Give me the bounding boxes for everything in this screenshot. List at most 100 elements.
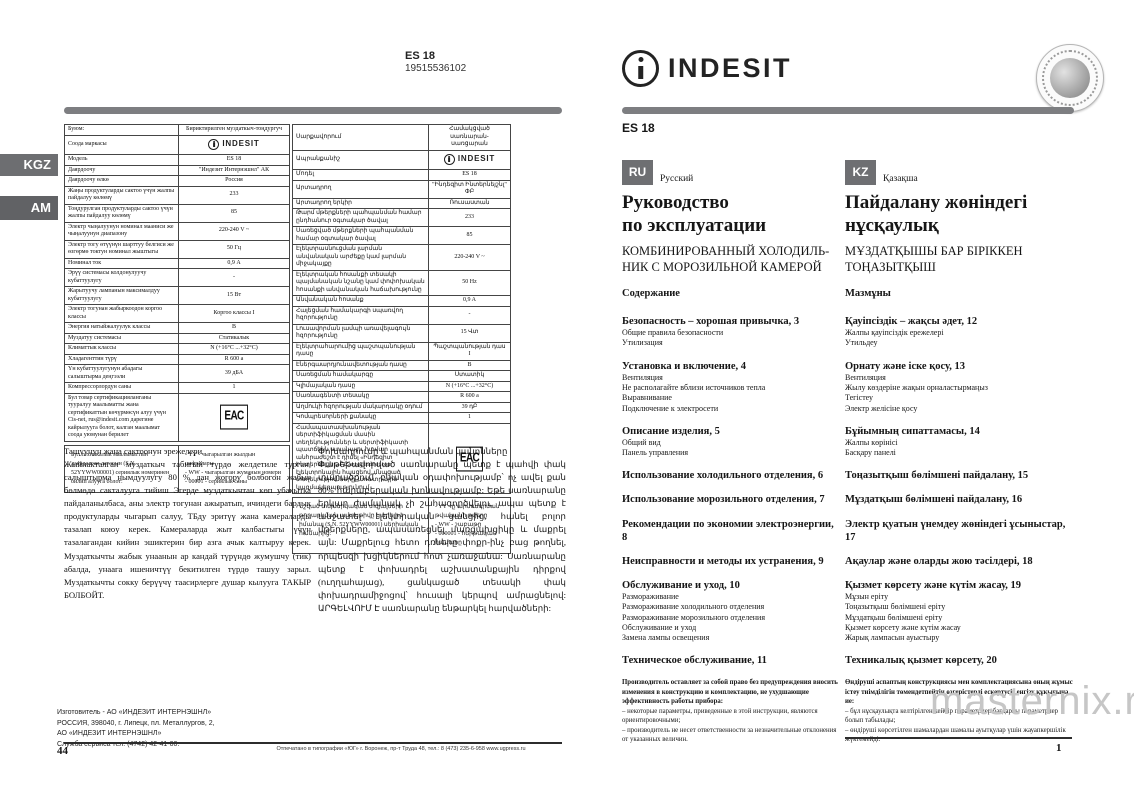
toc-section-items: Вентиляция Не располагайте вблизи источн…: [622, 372, 766, 413]
toc-section-title: Техникалық қызмет көрсету, 20: [845, 655, 997, 667]
table-row-brand: Соода маркасы INDESIT: [64, 134, 290, 155]
spec-value: 85: [428, 226, 511, 245]
toc-section-title: Қызмет көрсету және күтім жасау, 19: [845, 579, 1022, 591]
toc-section: Неисправности и методы их устранения, 9: [622, 555, 838, 568]
spec-label: Эрүү системасы колдонулуучу кубаттуулугу: [64, 268, 179, 287]
spec-value: INDESIT: [178, 134, 290, 155]
spec-label: Էլեկտրահարումից պաշտպանության դասը: [292, 341, 429, 361]
spec-value: В: [178, 322, 290, 334]
spec-value: -: [178, 268, 290, 287]
table-row: Даярдоочу "Индезит Интернэшнл" АК: [64, 164, 290, 176]
am-spec-table: Սարքավորում Համակցված սառնարան-սառցարան …: [292, 124, 511, 554]
table-row-brand: Ապրանքանիշ INDESIT: [292, 149, 511, 170]
spec-label: Жаңы продуктуларды сактоо үчүн жалпы пай…: [64, 185, 179, 205]
toc-section-title: Техническое обслуживание, 11: [622, 655, 767, 667]
toc-section: Описание изделия, 5 Общий вид Панель упр…: [622, 425, 838, 459]
eac-mark-icon: ЕАС: [220, 404, 248, 430]
manufacturer-disclaimer: Өндіруші аспаптың конструкциясы мен комп…: [845, 679, 1073, 744]
toc-section: Орнату және іске қосу, 13 Вентиляция Жыл…: [845, 360, 1077, 414]
spec-value: 233: [178, 185, 290, 205]
model-number: ES 18: [622, 121, 655, 135]
spec-label: Լուսավորման լամպի առավելագույն հզորությո…: [292, 323, 429, 343]
serial-note-box: Бул техникалык маалыматтын даярдалган да…: [64, 444, 290, 493]
spec-label: Սառեցման համակարգը: [292, 370, 429, 382]
table-row: Климаттык классы N (+16°С ...+32°С): [64, 343, 290, 355]
table-row: Սառեցման համակարգը Ստատիկ: [292, 370, 511, 382]
table-row: Թարմ մթերքների պահպանման համար ընդհանուր…: [292, 208, 511, 227]
language-row: KZ Қазақша: [845, 160, 1077, 185]
model-number: ES 18: [405, 50, 435, 62]
spec-value: 0,9 A: [428, 295, 511, 307]
toc-section: Техникалық қызмет көрсету, 20: [845, 654, 1077, 667]
divider-bar: [64, 107, 562, 114]
contents-heading: Содержание: [622, 288, 680, 300]
paragraph-title: Փոխադրումը և պահպանման կանոնները: [318, 446, 508, 456]
spec-label: Սարքավորում: [292, 124, 429, 151]
spec-value: 233: [428, 208, 511, 227]
spec-value: 1: [428, 412, 511, 424]
toc-section: Рекомендации по экономии электроэнергии,…: [622, 518, 838, 544]
toc-section: Техническое обслуживание, 11: [622, 654, 838, 667]
spec-value: N (+16°С ...+32°С): [178, 343, 290, 355]
table-row: Էլեկտրական հոսանքի տեսակի պայմանական նշա…: [292, 269, 511, 296]
toc-section-items: Мұзын еріту Тоңазытқыш бөлімшені еріту М…: [845, 592, 961, 643]
spec-label: Даярдоочу өлкө: [64, 175, 179, 187]
spec-value: Статикалык: [178, 332, 290, 344]
spec-value: Ստատիկ: [428, 370, 511, 382]
spec-value: Համակցված սառնարան-սառցարան: [428, 124, 511, 151]
kz-column: KZ Қазақша Пайдалану жөніндегі нұсқаулық…: [845, 160, 1077, 745]
toc-section: Безопасность – хорошая привычка, 3 Общие…: [622, 315, 838, 349]
toc-section-title: Неисправности и методы их устранения, 9: [622, 555, 824, 567]
spec-label: Հալեցման համակարգի սպառվող հզորությունը: [292, 305, 429, 325]
spec-value: 220-240 V ~: [428, 244, 511, 271]
spec-label: Կոմպրեսորների քանակը: [292, 412, 429, 424]
contents-heading: Мазмұны: [845, 288, 891, 300]
cert-note: Бул товар сертификацияланганы тууралуу м…: [64, 392, 179, 442]
toc-section: Электр қуатын үнемдеу жөніндегі ұсыныста…: [845, 518, 1077, 544]
toc-section: Тоңазытқыш бөлімшені пайдалану, 15: [845, 469, 1077, 482]
spec-label: Էներգաարդյունավետության դասը: [292, 359, 429, 371]
table-row: Номинал ток 0,9 А: [64, 257, 290, 269]
toc-section: Использование холодильного отделения, 6: [622, 469, 838, 482]
table-row: Модель ES 18: [64, 154, 290, 166]
spec-value: 39 դԲ: [428, 401, 511, 413]
manual-subtitle: КОМБИНИРОВАННЫЙ ХОЛОДИЛЬ- НИК С МОРОЗИЛЬ…: [622, 244, 830, 275]
indesit-logo-small: INDESIT: [443, 152, 495, 167]
spec-label: Անվանական հոսանք: [292, 295, 429, 307]
toc-section-items: Жалпы көрінісі Басқару панелі: [845, 437, 898, 458]
spec-label: Մոդել: [292, 169, 429, 181]
indesit-i-icon: [622, 50, 659, 87]
table-row: Կոմպրեսորների քանակը 1: [292, 412, 511, 424]
spec-label: Թարմ մթերքների պահպանման համար ընդհանուր…: [292, 208, 429, 227]
table-row: Էներգաարդյունավետության դասը B: [292, 359, 511, 371]
toc-section-title: Мұздатқыш бөлімшені пайдалану, 16: [845, 494, 1023, 506]
table-row: Муздатуу системасы Статикалык: [64, 332, 290, 344]
indesit-logo: INDESIT: [622, 50, 792, 87]
table-row: Սառնագենտի տեսակը R 600 a: [292, 391, 511, 403]
toc-section-title: Орнату және іске қосу, 13: [845, 360, 965, 372]
serial-legend: - YY - чыгарылган жылдын цифралары - WW …: [178, 444, 290, 493]
spec-value: ES 18: [178, 154, 290, 166]
toc-section: Обслуживание и уход, 10 Размораживание Р…: [622, 579, 838, 643]
kgz-spec-table: Буюм: Бириктирилген муздаткыч-тоңдургуч …: [64, 124, 290, 493]
spec-value: 85: [178, 203, 290, 223]
spec-label: Электр тогунан жабыркоодон коргоо классы: [64, 304, 179, 323]
toc-section-items: Размораживание Размораживание холодильно…: [622, 592, 766, 643]
indesit-i-icon: [208, 138, 220, 150]
indesit-i-icon: [443, 153, 455, 165]
spec-label: Даярдоочу: [64, 164, 179, 176]
spec-value: Россия: [178, 175, 290, 187]
spec-label: Электр чыңалуунун номинал мааниси же чың…: [64, 221, 179, 241]
spec-label: Номинал ток: [64, 257, 179, 269]
spec-label: Хладагенттин түрү: [64, 353, 179, 365]
table-row: Хладагенттин түрү R 600 a: [64, 353, 290, 365]
spec-label: Энергия натыйжалуулук классы: [64, 322, 179, 334]
spec-value: R 600 a: [178, 353, 290, 365]
toc-section: Мұздатқыш бөлімшені пайдалану, 16: [845, 493, 1077, 506]
brand-wordmark: INDESIT: [668, 53, 793, 83]
manufacturer-info: Изготовитель - АО «ИНДЕЗИТ ИНТЕРНЭШНЛ» Р…: [57, 709, 215, 748]
table-row: Արտադրող "Ինդեզիտ Ինտերնեյշնլ" ՓԲ: [292, 179, 511, 199]
table-row: Կլիմայական դասը N (+16°C ...+32°C): [292, 380, 511, 392]
paragraph-body: Փաթեթավորված սառնարանը պետք է պահվի փակ …: [318, 459, 566, 613]
spec-value: 15 Վտ: [428, 323, 511, 343]
